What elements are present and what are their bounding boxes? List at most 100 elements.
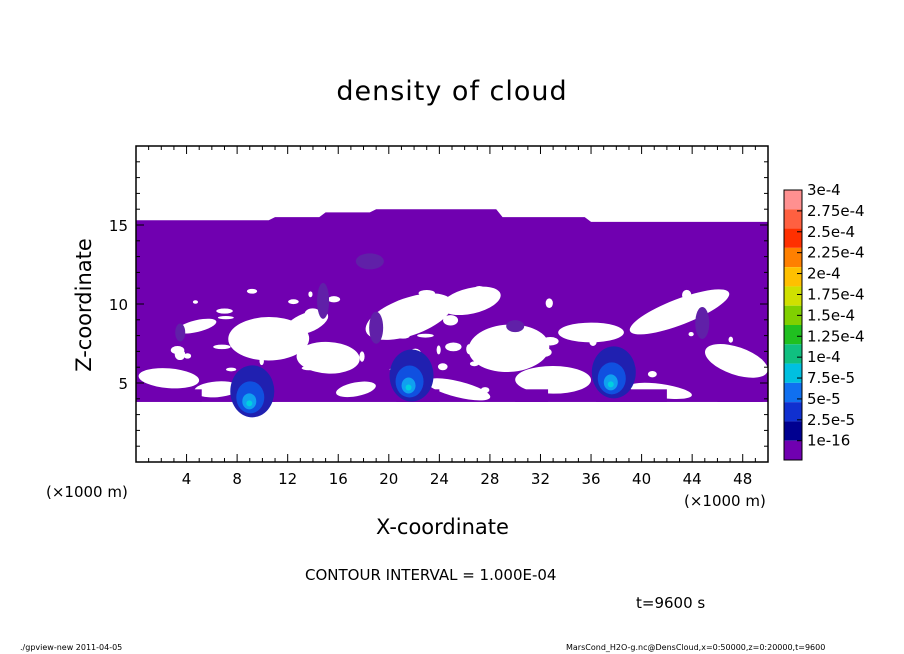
clear-gap [728, 336, 734, 343]
clear-gap [541, 337, 559, 346]
clear-gap [216, 308, 233, 314]
clear-gap [468, 324, 550, 372]
x-tick-label: 48 [733, 470, 752, 488]
clear-gap [304, 308, 321, 320]
colorbar-swatch [784, 286, 802, 306]
colorbar-level-label: 2.5e-5 [807, 411, 855, 429]
colorbar-swatch [784, 209, 802, 229]
clear-gap [579, 323, 588, 330]
colorbar-swatch [784, 325, 802, 345]
x-tick-label: 16 [329, 470, 348, 488]
clear-gap [545, 298, 553, 308]
clear-gap [296, 341, 360, 374]
clear-gap [336, 381, 376, 398]
colorbar-swatch [784, 382, 802, 403]
x-axis-title: X-coordinate [376, 515, 509, 539]
clear-gap [192, 300, 199, 304]
y-tick-label: 15 [109, 217, 128, 235]
colorbar-swatch [784, 402, 802, 422]
y-axis-title: Z-coordinate [72, 238, 96, 372]
clear-gap [480, 387, 490, 393]
clear-gap [469, 361, 479, 367]
colorbar-level-label: 2.25e-4 [807, 244, 865, 262]
clear-gap [265, 336, 275, 340]
clear-gap [444, 383, 453, 391]
x-tick-label: 36 [581, 470, 600, 488]
clear-gap [647, 370, 657, 378]
colorbar-swatch [784, 344, 802, 364]
x-tick-label: 44 [683, 470, 702, 488]
clear-gap [589, 337, 597, 346]
colorbar-swatch [784, 228, 802, 248]
tower-base [717, 389, 763, 402]
clear-gap [256, 320, 264, 330]
x-tick-label: 28 [480, 470, 499, 488]
clear-gap [183, 353, 192, 359]
clear-gap [629, 289, 730, 335]
y-tick-label: 10 [109, 296, 128, 314]
denser-patch [369, 311, 384, 344]
clear-gap [301, 366, 317, 371]
x-tick-label: 32 [531, 470, 550, 488]
clear-gap [537, 347, 552, 357]
colorbar-swatch [784, 267, 802, 287]
clear-gap [426, 378, 491, 401]
colorbar-level-label: 1.25e-4 [807, 327, 865, 345]
y-tick-label: 5 [118, 375, 128, 393]
clear-gap [365, 293, 453, 340]
clear-gap [541, 374, 556, 379]
clear-gap [443, 315, 459, 326]
x-tick-label: 8 [232, 470, 242, 488]
colorbar-swatch [784, 363, 802, 383]
clear-gap [472, 285, 486, 296]
clear-gap [156, 372, 171, 381]
contour-interval-label: CONTOUR INTERVAL = 1.000E-04 [305, 566, 557, 584]
colorbar-level-label: 1e-4 [807, 348, 841, 366]
dense-core [405, 384, 412, 391]
dense-core [246, 400, 253, 407]
colorbar-level-label: 2.5e-4 [807, 223, 855, 241]
footer-left: ./gpview-new 2011-04-05 [20, 643, 123, 652]
colorbar-level-label: 2e-4 [807, 265, 841, 283]
clear-gap [703, 300, 719, 309]
colorbar-level-label: 1.75e-4 [807, 285, 865, 303]
clear-gap [704, 344, 768, 378]
chart-title: density of cloud [336, 76, 568, 107]
colorbar-level-label: 2.75e-4 [807, 202, 865, 220]
clear-gap [272, 347, 286, 357]
colorbar-swatch [784, 247, 802, 268]
x-axis-unit-right: (×1000 m) [684, 492, 766, 510]
clear-gap [501, 341, 507, 353]
clear-gap [477, 353, 484, 364]
clear-gap [246, 288, 258, 294]
dense-core [607, 381, 614, 388]
clear-gap [522, 381, 533, 386]
clear-gap [417, 333, 434, 338]
clear-gap [259, 357, 264, 366]
clear-gap [466, 305, 483, 310]
clear-gap [558, 322, 624, 343]
clear-gap [346, 385, 352, 395]
tower-base [170, 389, 202, 402]
clear-gap [213, 344, 231, 350]
clear-gap [176, 318, 217, 334]
colorbar-level-label: 7.5e-5 [807, 369, 855, 387]
clear-gap [359, 351, 365, 362]
clear-gap [174, 349, 186, 361]
denser-patch [175, 323, 186, 342]
clear-gap [688, 331, 694, 337]
clear-gap [436, 345, 441, 355]
clear-gap [445, 342, 462, 352]
colorbar-level-label: 5e-5 [807, 390, 841, 408]
clear-gap [723, 355, 734, 363]
x-axis-unit-left: (×1000 m) [46, 483, 128, 501]
colorbar-swatch [784, 440, 802, 460]
clear-gap [194, 381, 240, 398]
denser-patch [317, 282, 330, 319]
footer-right: MarsCond_H2O-g.nc@DensCloud,x=0:50000,z=… [566, 643, 826, 652]
colorbar-legend: 3e-4 2.75e-4 2.5e-4 2.25e-4 2e-4 1.75e-4 1.5e-… [783, 181, 865, 461]
colorbar-swatch [784, 305, 802, 325]
clear-gap [466, 344, 472, 355]
